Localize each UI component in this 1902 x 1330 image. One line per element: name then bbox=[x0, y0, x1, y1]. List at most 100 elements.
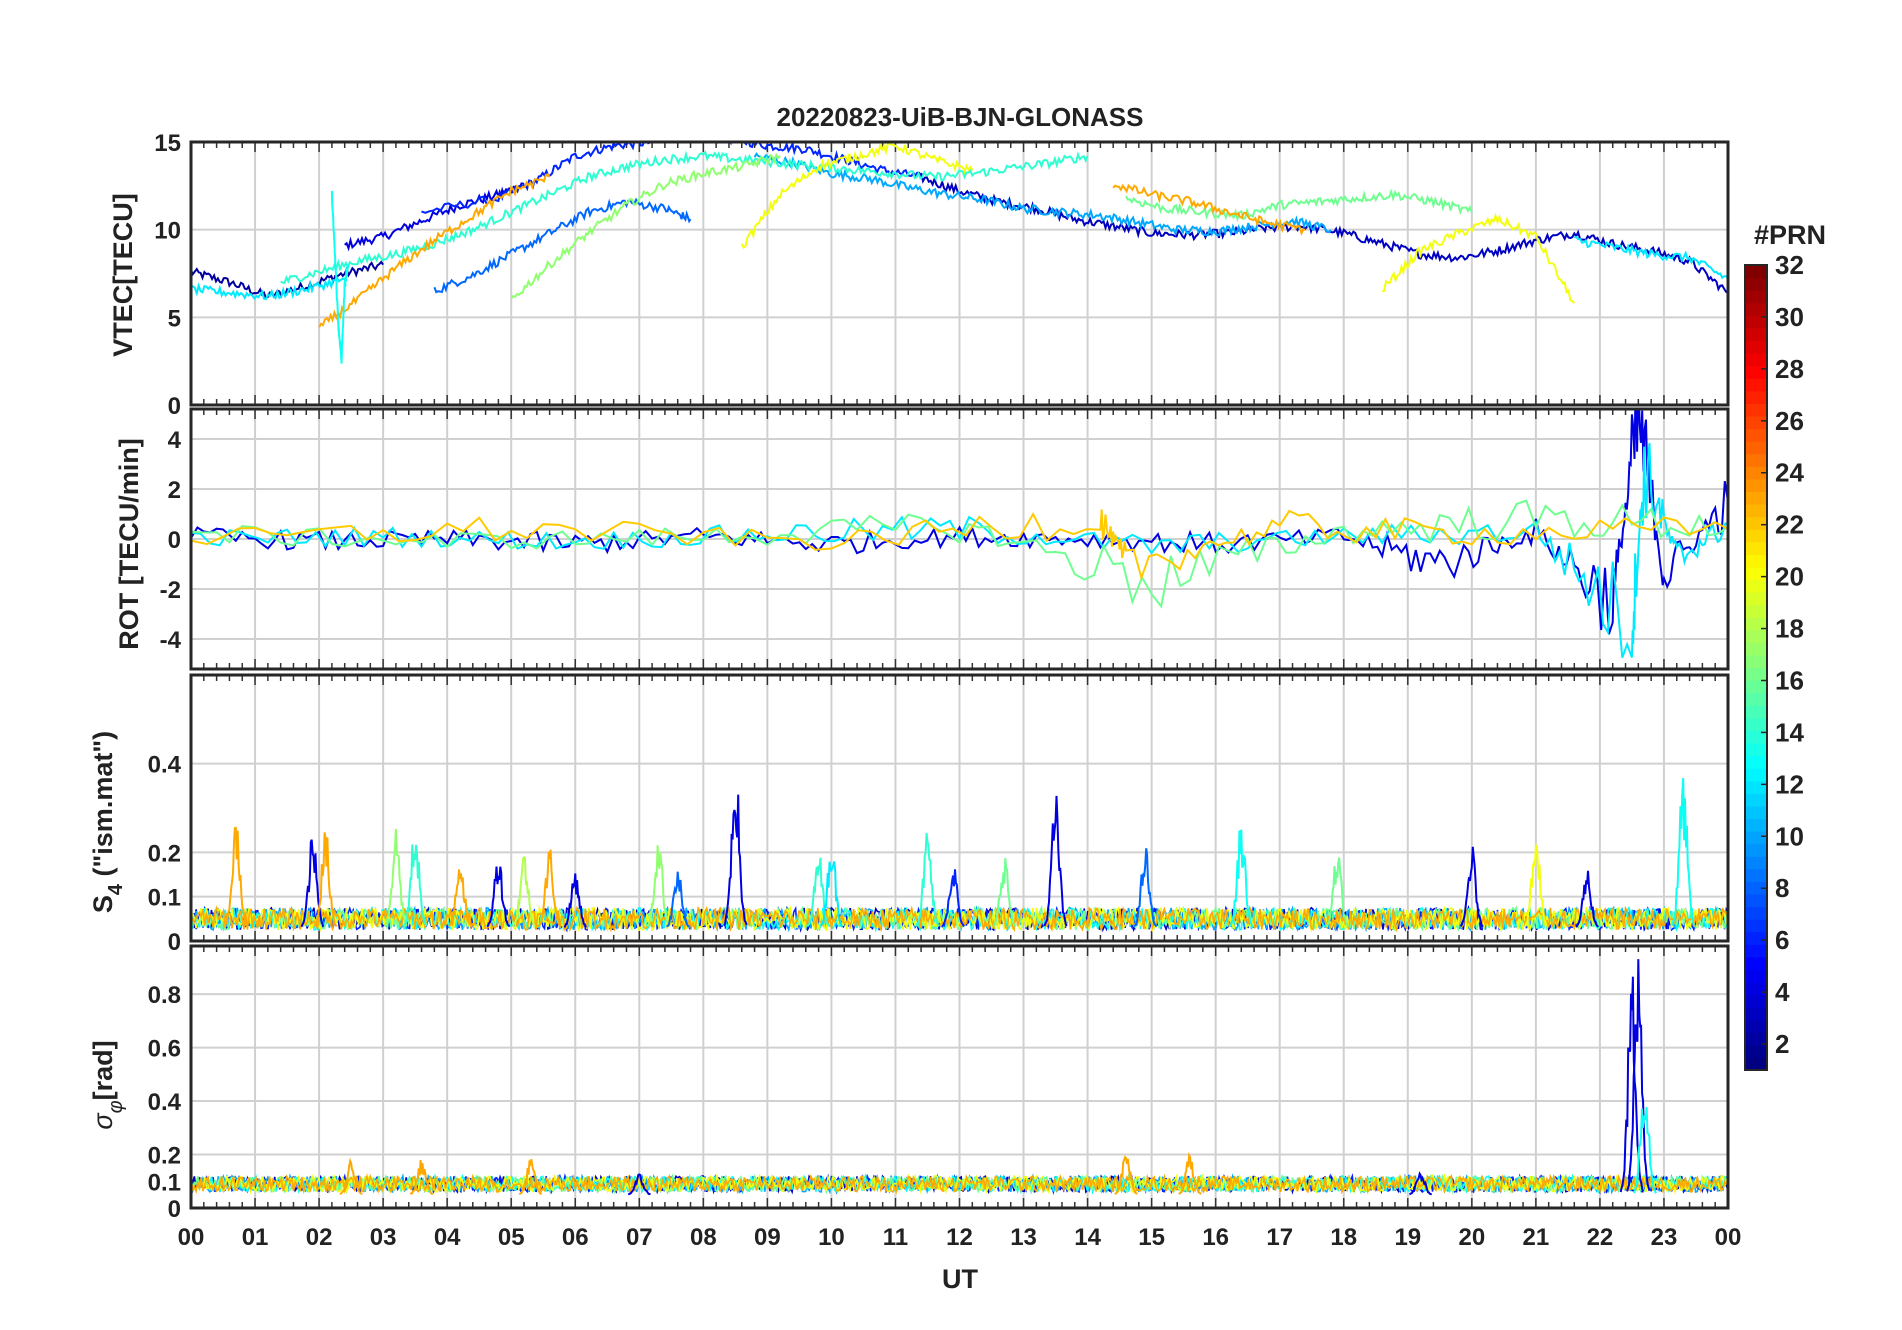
s4-ylabel-sub: 4 bbox=[105, 883, 127, 895]
peak-prn-14 bbox=[402, 844, 428, 927]
series-prn-16 bbox=[1125, 188, 1473, 223]
series-prn-4 bbox=[191, 409, 1728, 635]
colorbar-swatch bbox=[1745, 378, 1767, 392]
series-prn-23 bbox=[318, 173, 551, 328]
x-tick-label: 10 bbox=[818, 1224, 845, 1251]
colorbar-swatch bbox=[1745, 629, 1767, 643]
colorbar-swatch bbox=[1745, 604, 1767, 618]
colorbar-swatch bbox=[1745, 705, 1767, 719]
colorbar-tick-label: 14 bbox=[1775, 717, 1804, 747]
y-tick-label: 15 bbox=[154, 130, 181, 157]
colorbar-swatch bbox=[1745, 893, 1767, 908]
colorbar-swatch bbox=[1745, 654, 1767, 669]
sigma-ylabel-sub: φ bbox=[105, 1100, 127, 1113]
svg-text:σφ[rad]: σφ[rad] bbox=[88, 1040, 127, 1129]
colorbar-swatch bbox=[1745, 780, 1767, 794]
peak-prn-4 bbox=[1619, 976, 1645, 1193]
colorbar-swatch bbox=[1745, 881, 1767, 895]
peak-prn-16 bbox=[1326, 857, 1350, 928]
colorbar-tick-label: 30 bbox=[1775, 302, 1804, 332]
y-tick-label: 5 bbox=[168, 305, 181, 332]
x-tick-label: 01 bbox=[242, 1224, 269, 1251]
x-tick-label: 20 bbox=[1458, 1224, 1485, 1251]
colorbar-swatch bbox=[1745, 856, 1767, 870]
peak-prn-23 bbox=[409, 1159, 433, 1195]
peak-prn-23 bbox=[518, 1158, 543, 1196]
colorbar-swatch bbox=[1745, 919, 1767, 933]
colorbar-swatch bbox=[1745, 768, 1767, 782]
peak-prn-4 bbox=[486, 866, 511, 928]
peak-prn-20 bbox=[1524, 844, 1548, 927]
colorbar-swatch bbox=[1745, 290, 1767, 304]
colorbar-swatch bbox=[1745, 1057, 1767, 1071]
x-tick-label: 09 bbox=[754, 1224, 781, 1251]
colorbar-tick-label: 8 bbox=[1775, 873, 1789, 903]
colorbar-swatch bbox=[1745, 277, 1767, 291]
colorbar-swatch bbox=[1745, 1007, 1767, 1021]
colorbar-swatch bbox=[1745, 466, 1767, 480]
colorbar-swatch bbox=[1745, 680, 1767, 694]
colorbar-swatch bbox=[1745, 667, 1767, 681]
x-tick-labels: 00 01 02 03 04 05 06 07 08 09 10 11 12 13 14 15 16 17 18 19… bbox=[178, 1224, 1742, 1251]
series-prn-2 bbox=[191, 260, 384, 300]
y-tick-label: 0 bbox=[168, 393, 181, 420]
peak-prn-12 bbox=[819, 861, 844, 928]
colorbar-swatch bbox=[1745, 692, 1767, 706]
peak-prn-4 bbox=[1409, 1171, 1432, 1196]
series-prn-23 bbox=[1112, 183, 1306, 236]
series-prn-13 bbox=[330, 190, 349, 364]
peak-prn-4 bbox=[1575, 870, 1600, 928]
s4-ylabel: S4 ("ism.mat") bbox=[88, 731, 127, 913]
x-tick-label: 07 bbox=[626, 1224, 653, 1251]
colorbar-swatch bbox=[1745, 579, 1767, 593]
colorbar-swatch bbox=[1745, 403, 1767, 417]
colorbar-tick-label: 12 bbox=[1775, 769, 1804, 799]
peak-prn-23 bbox=[1114, 1155, 1138, 1195]
colorbar-swatch bbox=[1745, 491, 1767, 505]
series-prn-22 bbox=[191, 509, 1728, 582]
y-tick-label: 2 bbox=[168, 477, 181, 504]
peak-prn-17 bbox=[383, 828, 408, 927]
peak-prn-14 bbox=[915, 832, 940, 928]
x-tick-label: 08 bbox=[690, 1224, 717, 1251]
x-tick-label: 21 bbox=[1523, 1224, 1550, 1251]
y-tick-label: 0.2 bbox=[148, 840, 181, 867]
colorbar-swatch bbox=[1745, 944, 1767, 958]
x-tick-label: 00 bbox=[178, 1224, 205, 1251]
s4-data bbox=[191, 777, 1728, 933]
peak-prn-4 bbox=[1459, 846, 1484, 928]
peak-prn-4 bbox=[1043, 795, 1068, 927]
colorbar-tick-label: 4 bbox=[1775, 977, 1790, 1007]
y-tick-label: 4 bbox=[168, 427, 182, 454]
panel-rot: -4 -2 0 2 4 bbox=[160, 407, 1730, 671]
baseline-prn-20 bbox=[191, 904, 1728, 933]
peak-prn-14 bbox=[806, 857, 831, 928]
y-tick-label: 10 bbox=[154, 218, 181, 245]
colorbar-tick-label: 24 bbox=[1775, 458, 1804, 488]
baseline-prn-23 bbox=[191, 1173, 1728, 1195]
rot-ylabel: ROT [TECU/min] bbox=[114, 438, 144, 649]
colorbar-tick-label: 6 bbox=[1775, 925, 1789, 955]
peak-prn-4 bbox=[723, 794, 748, 927]
colorbar-tick-label: 10 bbox=[1775, 821, 1804, 851]
colorbar-swatch bbox=[1745, 642, 1767, 656]
colorbar-tick-label: 20 bbox=[1775, 562, 1804, 592]
peak-prn-4 bbox=[563, 873, 587, 928]
colorbar-swatch bbox=[1745, 428, 1767, 442]
svg-text:S4 ("ism.mat"): S4 ("ism.mat") bbox=[88, 731, 127, 913]
x-tick-label: 22 bbox=[1587, 1224, 1614, 1251]
rot-data bbox=[191, 409, 1728, 659]
colorbar-swatch bbox=[1745, 478, 1767, 493]
sigma-ylabel-main: σ bbox=[88, 1112, 118, 1130]
series-prn-12 bbox=[1574, 236, 1728, 280]
colorbar-swatch bbox=[1745, 453, 1767, 467]
peak-prn-23 bbox=[223, 826, 248, 927]
colorbar-swatch bbox=[1745, 302, 1767, 316]
colorbar-swatch bbox=[1745, 831, 1767, 845]
colorbar-swatch bbox=[1745, 755, 1767, 769]
series-prn-12 bbox=[191, 276, 345, 301]
x-axis-label: UT bbox=[942, 1264, 978, 1294]
colorbar-swatch bbox=[1745, 1032, 1767, 1046]
panel-s4-frame bbox=[189, 673, 1730, 943]
